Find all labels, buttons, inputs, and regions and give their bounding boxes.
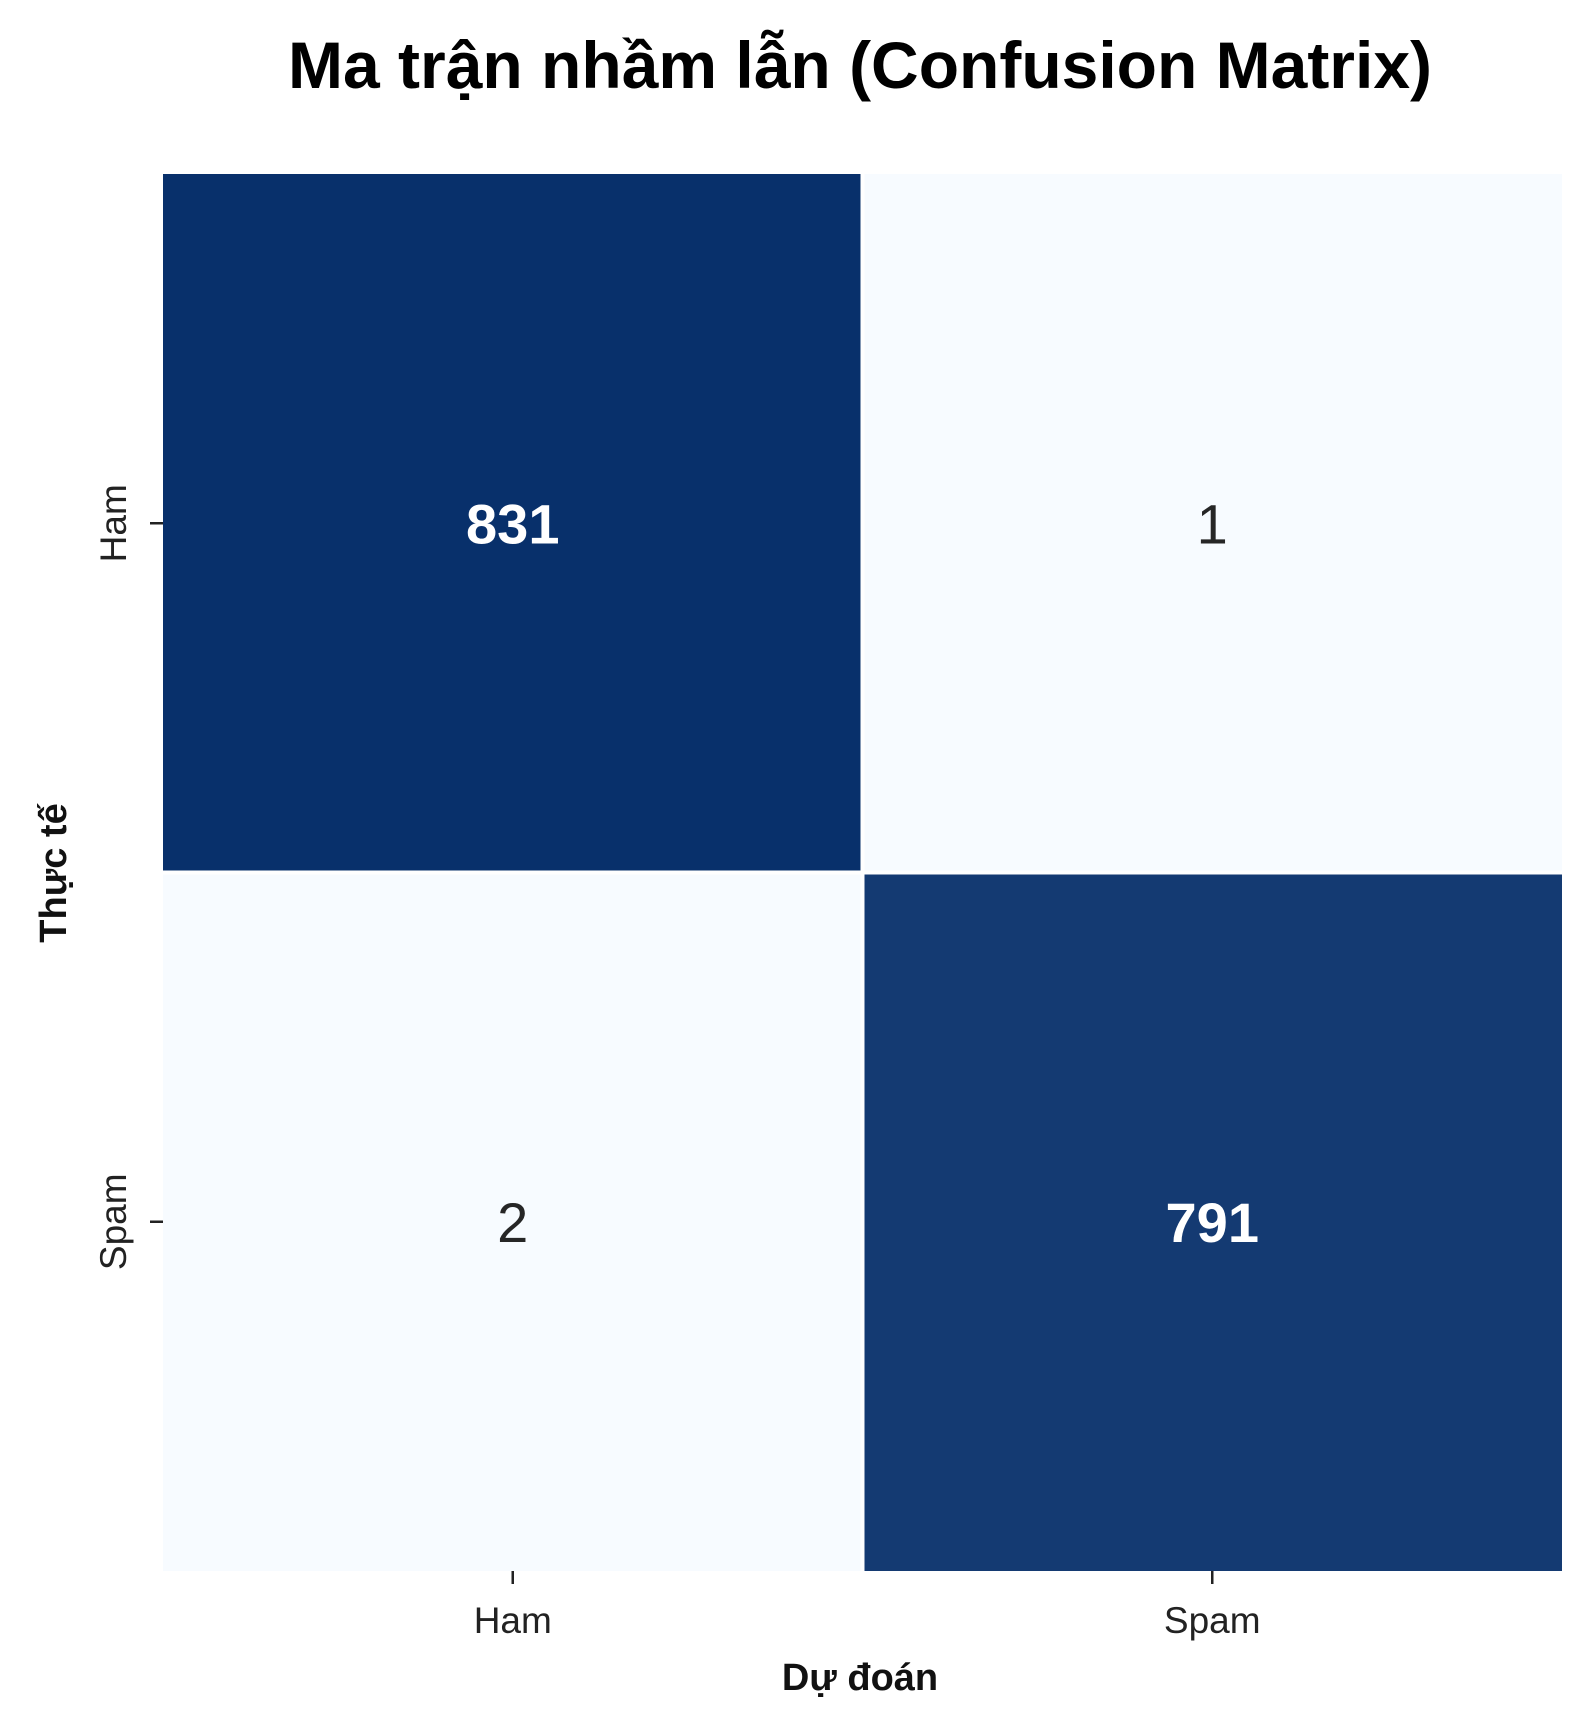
- cell-value-label: 1: [1197, 492, 1228, 555]
- heatmap-cell-ham-spam: [864, 174, 1562, 871]
- cell-value-label: 2: [497, 1191, 528, 1254]
- heatmap-cell-ham-ham: [163, 174, 861, 871]
- y-axis-ticks: Ham Spam: [93, 484, 163, 1270]
- y-tick-label: Spam: [93, 1173, 134, 1270]
- cell-value-label: 791: [1166, 1191, 1259, 1254]
- x-tick-label: Ham: [474, 1600, 552, 1641]
- x-axis-ticks: Ham Spam: [474, 1571, 1261, 1641]
- heatmap-cells: [163, 174, 1562, 1571]
- x-axis-label: Dự đoán: [782, 1657, 938, 1699]
- cell-value-label: 831: [466, 492, 559, 555]
- heatmap-cell-spam-spam: [864, 874, 1562, 1571]
- y-tick-label: Ham: [93, 484, 134, 562]
- x-tick-label: Spam: [1164, 1600, 1261, 1641]
- y-axis-label: Thực tế: [33, 802, 75, 942]
- heatmap-cell-spam-ham: [163, 874, 861, 1571]
- chart-title: Ma trận nhầm lẫn (Confusion Matrix): [288, 28, 1432, 102]
- heatmap-cell-labels: 831 1 2 791: [466, 492, 1259, 1254]
